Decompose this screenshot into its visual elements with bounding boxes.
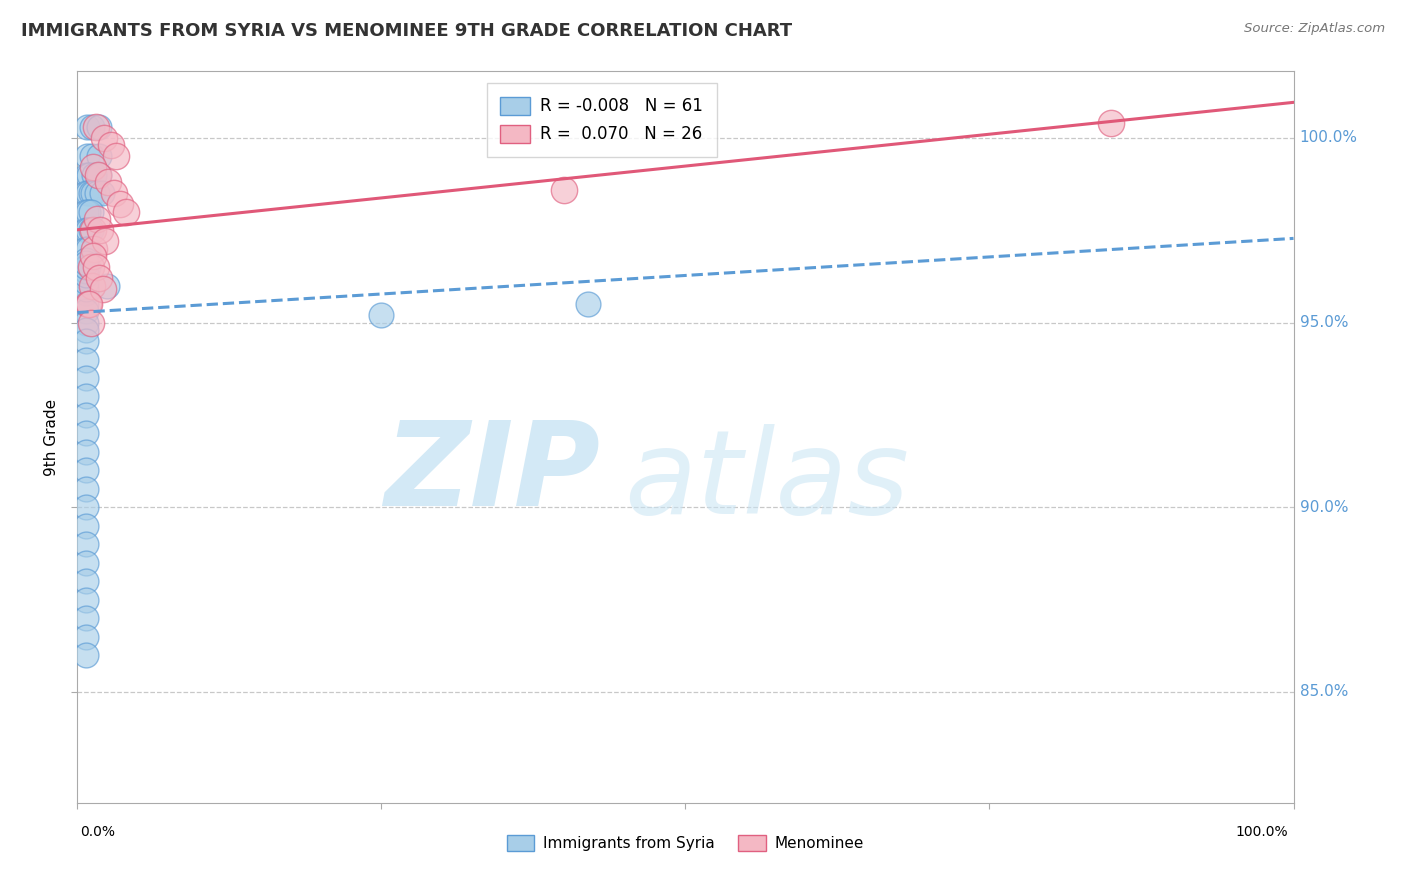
Point [86,186,108,201]
Point [115,204,138,219]
Point [89,223,111,237]
Point [75,408,97,422]
Point [370,308,392,322]
Point [77,223,100,237]
Point [75,611,97,625]
Point [75,268,97,282]
Point [80,316,103,330]
Point [75,592,97,607]
Point [75,537,97,551]
Text: IMMIGRANTS FROM SYRIA VS MENOMINEE 9TH GRADE CORRELATION CHART: IMMIGRANTS FROM SYRIA VS MENOMINEE 9TH G… [21,22,792,40]
Point [75,264,97,278]
Point [87,168,110,182]
Point [82,161,104,175]
Point [75,371,97,385]
Point [75,463,97,477]
Point [80,149,103,163]
Legend: Immigrants from Syria, Menominee: Immigrants from Syria, Menominee [501,829,870,857]
Text: 85.0%: 85.0% [1299,684,1348,699]
Point [75,556,97,570]
Point [75,285,97,300]
Point [97,175,120,189]
Point [75,389,97,403]
Point [84,260,107,274]
Point [82,249,104,263]
Point [75,242,97,256]
Point [75,482,97,496]
Point [103,186,125,201]
Point [75,186,97,201]
Point [89,120,111,134]
Point [75,297,97,311]
Point [80,260,103,274]
Point [75,223,97,237]
Y-axis label: 9th Grade: 9th Grade [44,399,59,475]
Point [91,282,114,296]
Point [82,186,104,201]
Point [83,168,105,182]
Point [75,304,97,318]
Text: 0.0%: 0.0% [80,825,115,838]
Point [86,212,108,227]
Text: atlas: atlas [624,424,910,538]
Point [75,500,97,515]
Text: Source: ZipAtlas.com: Source: ZipAtlas.com [1244,22,1385,36]
Point [75,275,97,289]
Point [75,518,97,533]
Point [80,120,103,134]
Point [79,297,101,311]
Point [82,223,104,237]
Point [75,282,97,296]
Point [76,120,98,134]
Point [96,278,118,293]
Text: 90.0%: 90.0% [1299,500,1348,515]
Point [80,186,103,201]
Point [75,271,97,285]
Point [75,648,97,662]
Point [1099,116,1122,130]
Point [80,278,103,293]
Text: 100.0%: 100.0% [1236,825,1288,838]
Text: ZIP: ZIP [384,417,600,531]
Point [76,149,98,163]
Point [89,271,111,285]
Point [84,120,107,134]
Point [100,138,122,153]
Point [93,131,115,145]
Point [75,256,97,270]
Point [108,197,131,211]
Point [83,242,105,256]
Point [75,574,97,589]
Point [77,260,100,274]
Point [76,168,98,182]
Point [94,235,117,249]
Point [77,242,100,256]
Point [75,316,97,330]
Point [80,223,103,237]
Point [80,204,103,219]
Point [75,426,97,441]
Point [75,204,97,219]
Point [75,323,97,337]
Point [75,252,97,267]
Text: 95.0%: 95.0% [1299,315,1348,330]
Point [75,268,97,282]
Point [75,630,97,644]
Point [89,149,111,163]
Text: 100.0%: 100.0% [1299,130,1358,145]
Point [105,149,128,163]
Point [576,297,599,311]
Point [77,204,100,219]
Point [75,278,97,293]
Point [75,260,97,274]
Point [77,186,100,201]
Point [75,352,97,367]
Point [553,183,575,197]
Point [79,168,101,182]
Point [75,445,97,459]
Point [75,334,97,348]
Point [77,297,100,311]
Point [89,168,111,182]
Point [90,186,112,201]
